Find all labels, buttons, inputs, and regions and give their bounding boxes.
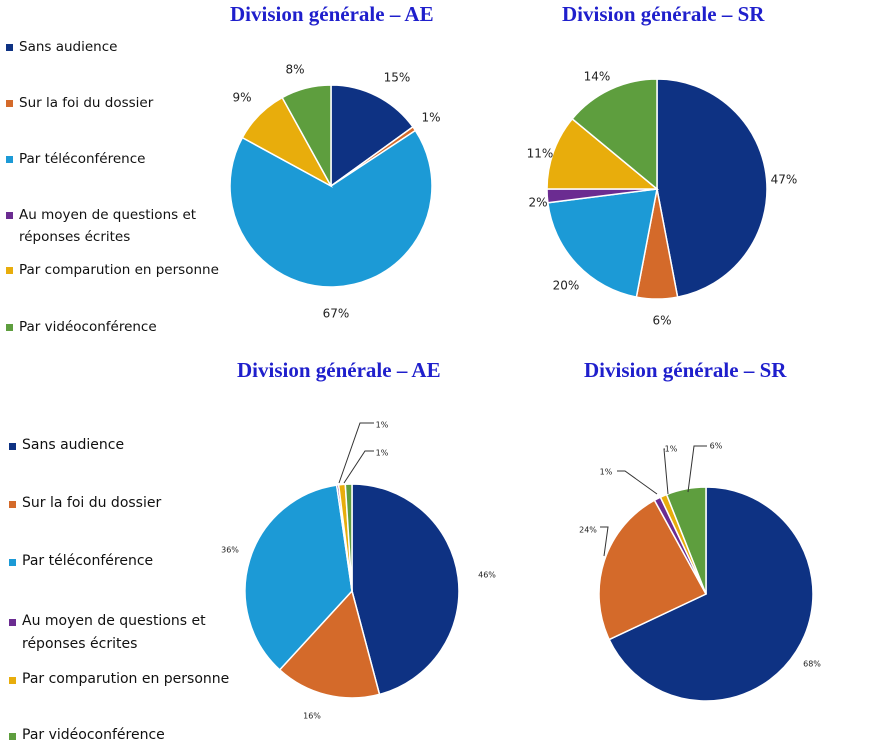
data-label: 47% (771, 173, 798, 187)
pie-slice (571, 78, 658, 191)
legend-label: Par téléconférence (19, 151, 146, 167)
leader-line (338, 422, 374, 484)
legend-swatch (6, 44, 13, 51)
legend-swatch (6, 156, 13, 163)
legend-label: Sur la foi du dossier (22, 495, 162, 511)
legend-swatch (6, 100, 13, 107)
data-label: 1% (376, 421, 389, 430)
data-label: 11% (527, 147, 554, 161)
pie-slice (598, 499, 708, 641)
legend-label: Sans audience (19, 39, 118, 55)
leader-line (663, 448, 669, 495)
pie-slice (546, 117, 660, 190)
chart-title-sr-bottom: Division générale – SR (584, 358, 787, 382)
pie-slice (330, 84, 414, 188)
chart-title-ae-top: Division générale – AE (230, 2, 434, 26)
chart-title-sr-top: Division générale – SR (562, 2, 765, 26)
legend-label: Par vidéoconférence (19, 319, 157, 335)
legend-swatch (9, 677, 16, 684)
pie-slice (229, 129, 433, 288)
data-label: 1% (600, 468, 613, 477)
leader-line (343, 450, 374, 484)
data-label: 9% (232, 91, 251, 105)
data-label: 24% (579, 526, 597, 535)
data-label: 1% (665, 445, 678, 454)
legend-label: Sans audience (22, 437, 125, 453)
data-label: 1% (376, 449, 389, 458)
data-label: 2% (528, 196, 547, 210)
pie-slice (608, 486, 814, 702)
legend-swatch (9, 443, 16, 450)
legend-label: Sur la foi du dossier (19, 95, 154, 111)
legend-label: Par téléconférence (22, 553, 154, 569)
data-label: 16% (303, 712, 321, 721)
data-label: 20% (553, 279, 580, 293)
data-label: 6% (710, 442, 723, 451)
legend-swatch (6, 324, 13, 331)
pie-slice (656, 78, 768, 298)
leader-line (617, 470, 658, 495)
pie-slice (344, 483, 353, 592)
legend-swatch (9, 733, 16, 740)
data-label: 1% (421, 111, 440, 125)
data-label: 46% (478, 571, 496, 580)
leader-line (600, 526, 609, 557)
data-label: 68% (803, 660, 821, 669)
legend-swatch (6, 267, 13, 274)
data-label: 15% (384, 71, 411, 85)
pie-slice (278, 589, 381, 699)
pie-slice (351, 483, 460, 696)
legend-label: Par vidéoconférence (22, 727, 165, 743)
pie-slice (244, 484, 353, 671)
legend-swatch (9, 501, 16, 508)
pie-slice (547, 188, 658, 298)
pie-slice (665, 486, 707, 595)
legend-label: Au moyen de questions et réponses écrite… (19, 207, 197, 245)
legend-swatch (9, 559, 16, 566)
data-label: 8% (285, 63, 304, 77)
data-label: 6% (652, 314, 671, 328)
data-label: 67% (323, 307, 350, 321)
data-label: 14% (584, 70, 611, 84)
legend-label: Par comparution en personne (19, 262, 219, 278)
leader-line (687, 445, 707, 493)
legend-swatch (6, 212, 13, 219)
legend-label: Par comparution en personne (22, 671, 230, 687)
data-label: 36% (221, 546, 239, 555)
legend-swatch (9, 619, 16, 626)
legend-label: Au moyen de questions et réponses écrite… (22, 613, 206, 652)
pie-slice (281, 84, 332, 187)
chart-title-ae-bottom: Division générale – AE (237, 358, 441, 382)
